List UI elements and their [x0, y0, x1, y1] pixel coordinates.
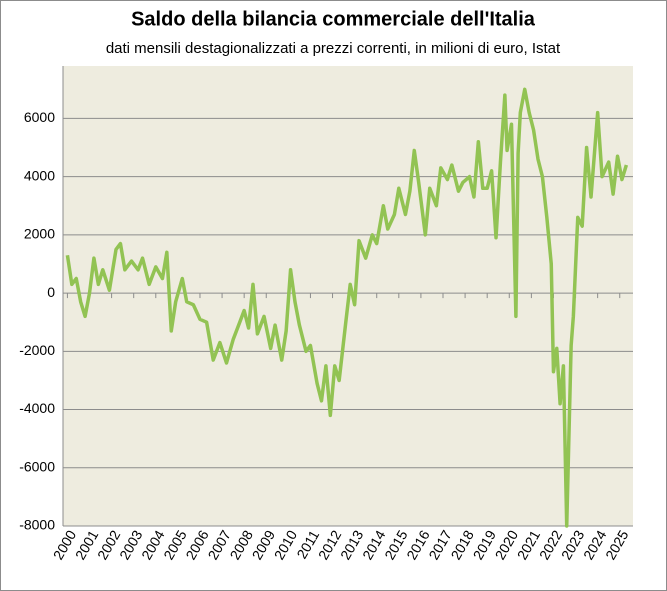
y-tick-label: -4000 [19, 400, 55, 416]
y-tick-label: 0 [47, 284, 55, 300]
data-line [65, 87, 629, 528]
y-tick-label: -8000 [19, 517, 55, 533]
y-tick-label: 6000 [24, 109, 55, 125]
chart-subtitle: dati mensili destagionalizzati a prezzi … [106, 40, 561, 57]
y-tick-label: 4000 [24, 167, 55, 183]
y-tick-label: -2000 [19, 342, 55, 358]
y-tick-label: -6000 [19, 458, 55, 474]
y-tick-label: 2000 [24, 226, 55, 242]
chart-title: Saldo della bilancia commerciale dell'It… [131, 8, 536, 30]
